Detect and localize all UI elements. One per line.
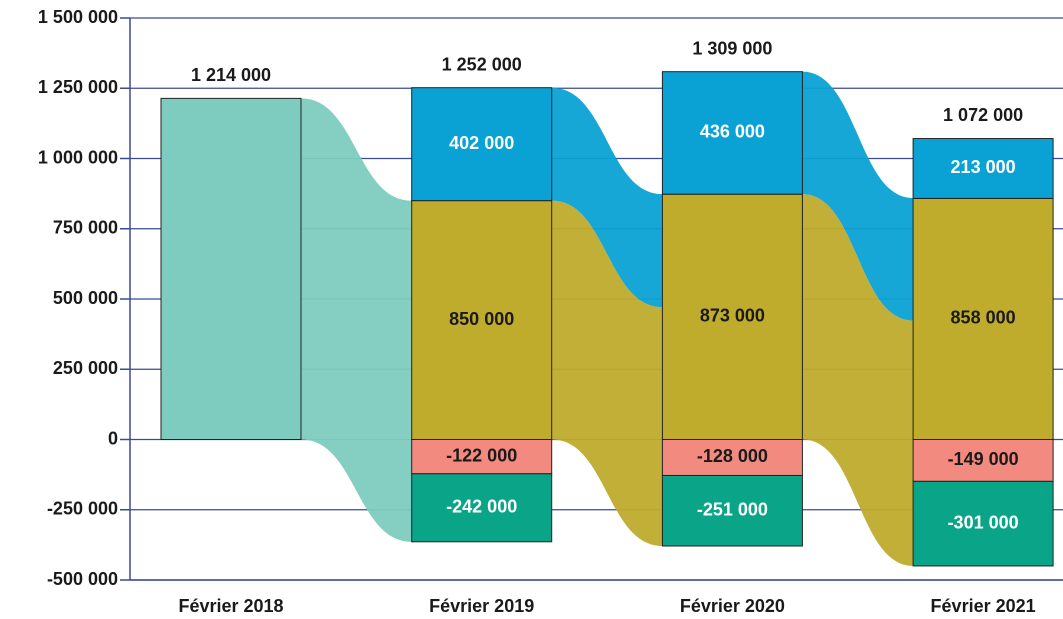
flow — [802, 71, 914, 321]
value-label: 858 000 — [951, 308, 1016, 328]
total-label: 1 214 000 — [191, 65, 271, 85]
bar-segment — [912, 197, 1054, 440]
x-tick-label: Février 2020 — [680, 596, 785, 616]
flow — [551, 87, 663, 308]
value-label: -242 000 — [446, 497, 517, 517]
y-tick-label: -250 000 — [47, 499, 118, 519]
y-tick-label: 1 500 000 — [38, 7, 118, 27]
y-tick-label: 750 000 — [53, 218, 118, 238]
bar-segment — [661, 474, 803, 547]
bar-segment — [912, 480, 1054, 567]
bar-segment — [411, 87, 553, 202]
value-label: 436 000 — [700, 122, 765, 142]
value-label: 213 000 — [951, 157, 1016, 177]
bars — [160, 71, 1054, 567]
flow — [551, 200, 663, 546]
bar-segment — [411, 473, 553, 543]
total-label: 1 072 000 — [943, 105, 1023, 125]
y-tick-label: 250 000 — [53, 358, 118, 378]
flows — [301, 71, 914, 566]
x-tick-label: Février 2021 — [931, 596, 1036, 616]
x-tick-label: Février 2018 — [178, 596, 283, 616]
value-label: -301 000 — [948, 512, 1019, 532]
value-label: 402 000 — [449, 133, 514, 153]
y-tick-label: -500 000 — [47, 569, 118, 589]
value-label: 873 000 — [700, 306, 765, 326]
y-tick-label: 1 000 000 — [38, 147, 118, 167]
bar-segment — [661, 439, 803, 476]
bar-segment — [411, 439, 553, 475]
x-tick-label: Février 2019 — [429, 596, 534, 616]
flow — [301, 98, 412, 542]
bar-segment — [411, 200, 553, 440]
y-tick-label: 500 000 — [53, 288, 118, 308]
bar-segment — [661, 193, 803, 440]
total-label: 1 252 000 — [442, 54, 522, 74]
labels: -500 000 -250 000 0 250 000 500 000 750 000 1 … — [38, 7, 1036, 616]
bar-segment — [912, 439, 1054, 482]
value-label: -128 000 — [697, 446, 768, 466]
y-tick-label: 1 250 000 — [38, 77, 118, 97]
total-label: 1 309 000 — [692, 38, 772, 58]
flow — [802, 194, 914, 566]
value-label: -149 000 — [948, 449, 1019, 469]
bar-segment — [912, 138, 1054, 199]
bar-segment — [661, 71, 803, 195]
value-label: 850 000 — [449, 309, 514, 329]
value-label: -251 000 — [697, 499, 768, 519]
value-label: -122 000 — [446, 445, 517, 465]
bar-segment — [160, 97, 302, 440]
y-tick-label: 0 — [108, 428, 118, 448]
